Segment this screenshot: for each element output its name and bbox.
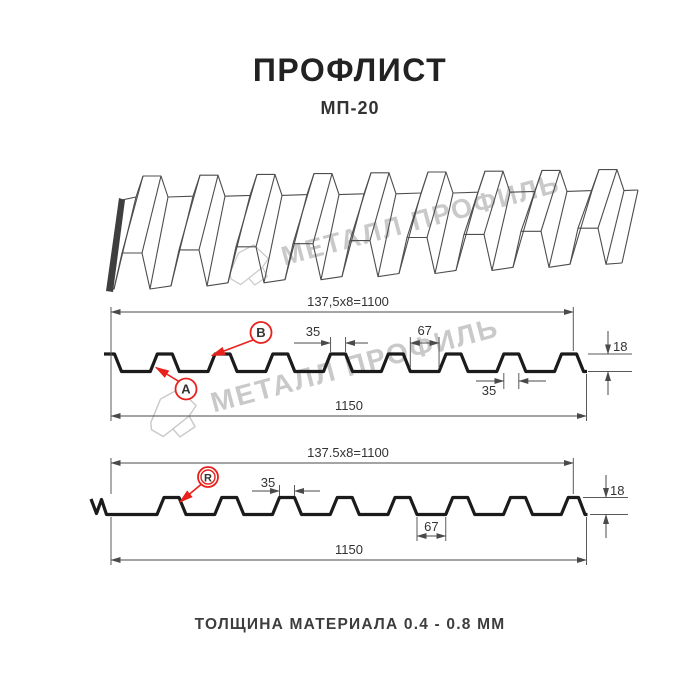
callout-r-label: R xyxy=(204,473,212,485)
dim-height-r: 18 xyxy=(610,483,624,498)
profile-3d-lines xyxy=(149,196,169,290)
profile-3d-lines xyxy=(312,173,333,244)
metall-profil-logo-icon xyxy=(229,244,269,286)
profile-3d-lines xyxy=(548,191,568,268)
profile-3d-lines xyxy=(455,192,479,271)
dim-full-width-a: 1150 xyxy=(335,398,363,413)
dim-module-a: 137,5x8=1100 xyxy=(307,294,389,309)
profile-3d-lines xyxy=(121,169,639,201)
profile-3d-lines xyxy=(263,195,283,283)
watermark-top: МЕТАЛЛ ПРОФИЛЬ xyxy=(217,162,565,293)
sheet-cut-edge xyxy=(106,198,125,292)
profile-3d-lines xyxy=(320,194,340,280)
profile-3d-lines xyxy=(369,172,390,241)
dim-crest-a: 35 xyxy=(306,324,320,339)
profile-3d-lines xyxy=(569,190,593,265)
profile-3d-lines xyxy=(121,175,144,254)
profile-3d-lines xyxy=(483,171,504,235)
dim-full-width-r: 1150 xyxy=(335,542,363,557)
callout-b-circle xyxy=(249,321,273,344)
profile-3d-lines xyxy=(540,170,561,232)
profile-3d-lines xyxy=(621,189,639,264)
dim-module-r: 137.5x8=1100 xyxy=(307,445,389,460)
profile-3d-lines xyxy=(198,175,219,251)
profile-3d-lines xyxy=(434,192,454,274)
profile-3d-lines xyxy=(178,175,201,251)
dim-pan-a: 67 xyxy=(417,323,431,338)
section-r-drawing: 137.5x8=1100 35 67 18 1150 xyxy=(89,445,628,565)
profile-3d-lines xyxy=(141,175,162,254)
profile-3d-lines xyxy=(491,192,511,271)
profile-3d-lines xyxy=(426,171,447,238)
section-a-drawing: 137,5x8=1100 35 67 18 35 xyxy=(104,294,632,421)
profile-3d-lines xyxy=(597,169,618,229)
profile-3d-lines xyxy=(463,171,486,235)
profile-3d-lines xyxy=(349,172,372,241)
callout-b-label: B xyxy=(256,325,265,340)
material-thickness-note: ТОЛЩИНА МАТЕРИАЛА 0.4 - 0.8 ММ xyxy=(194,616,506,633)
profile-3d-lines xyxy=(107,227,623,291)
callout-a-label: A xyxy=(181,382,191,397)
dim-pan-r: 67 xyxy=(424,519,438,534)
profile-3d-lines xyxy=(520,170,543,232)
profile-3d-lines xyxy=(577,169,600,229)
profile-3d-lines xyxy=(206,196,226,287)
profile-3d-lines xyxy=(605,190,625,265)
dim-height-a: 18 xyxy=(613,339,627,354)
profile-3d-lines xyxy=(406,171,429,238)
profile-3d-lines xyxy=(255,174,276,247)
dim-crest-r: 35 xyxy=(261,475,275,490)
profile-cross-section-r xyxy=(89,495,588,517)
callout-a-circle xyxy=(174,377,198,401)
dim-crest-bottom-a: 35 xyxy=(482,383,496,398)
profile-3d-view xyxy=(106,169,639,292)
page-title: ПРОФЛИСТ xyxy=(252,52,448,88)
page-subtitle: МП-20 xyxy=(320,98,380,118)
profile-3d-lines xyxy=(292,173,315,244)
profile-3d-lines xyxy=(512,191,536,268)
profile-3d-lines xyxy=(377,193,397,277)
profile-cross-section-a xyxy=(104,352,587,374)
profile-3d-lines xyxy=(235,174,258,247)
callout-r-inner-circle xyxy=(200,469,216,485)
